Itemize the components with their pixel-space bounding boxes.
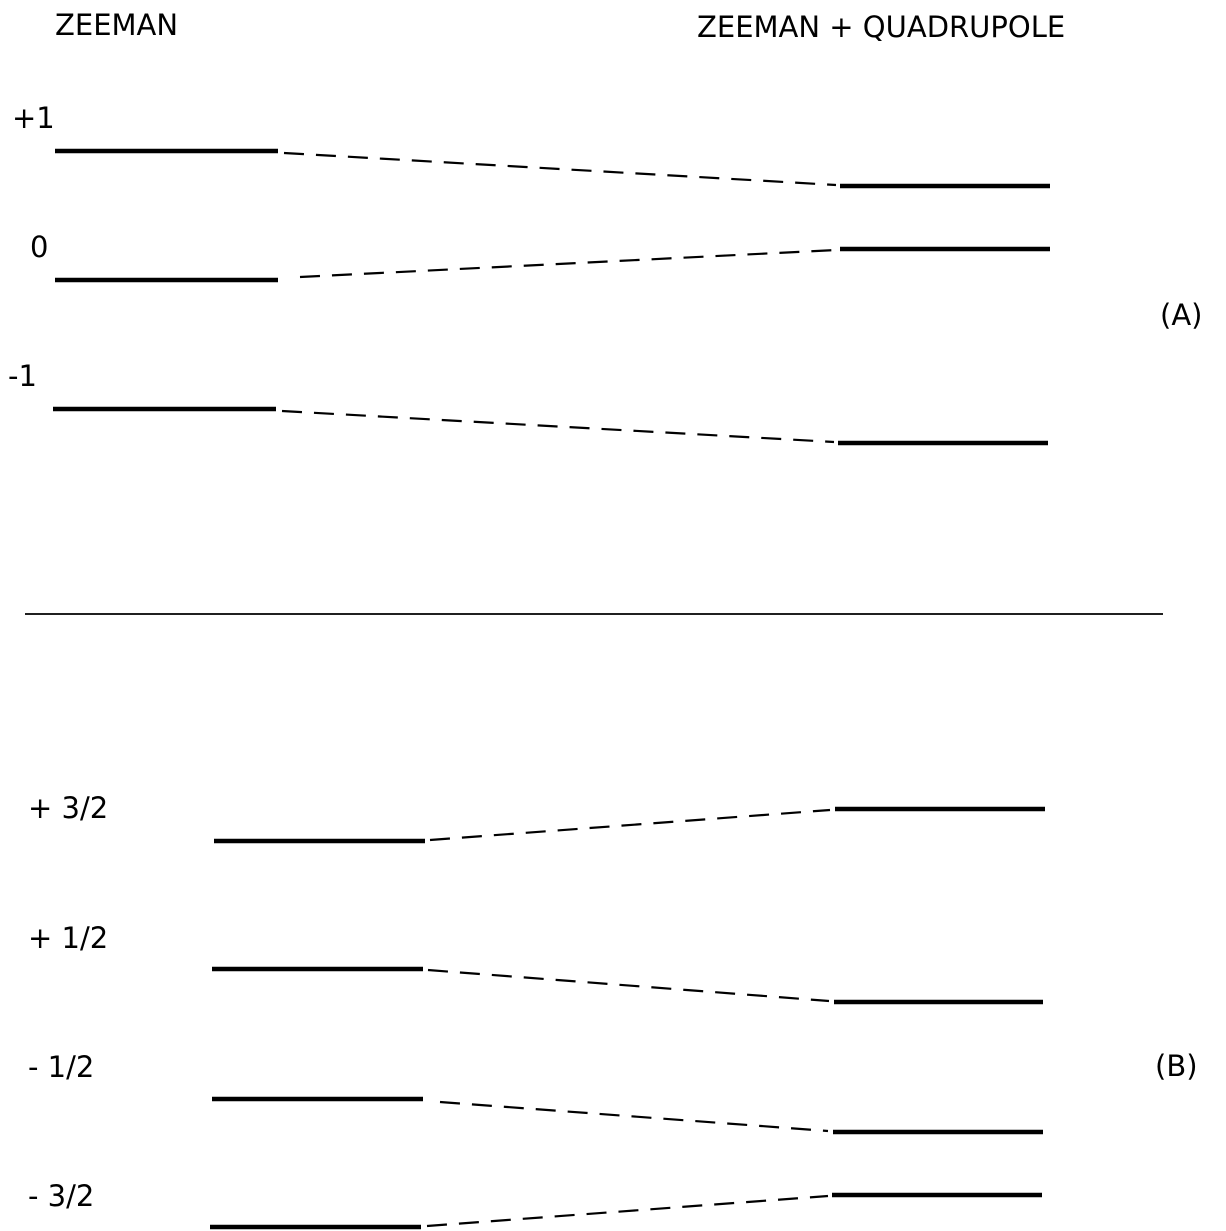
- connector-minus-3-2: [426, 1194, 829, 1228]
- header-zeeman: ZEEMAN: [55, 8, 178, 42]
- level-label-minus-3-2: - 3/2: [28, 1179, 94, 1213]
- panel-tag-a: (A): [1160, 298, 1202, 332]
- connector-plus-1-2: [427, 968, 830, 1003]
- connector-zero: [299, 248, 837, 279]
- level-label-minus-1: -1: [8, 359, 37, 393]
- header-zeeman-quadrupole: ZEEMAN + QUADRUPOLE: [697, 10, 1065, 44]
- level-label-plus-1-2: + 1/2: [28, 921, 108, 955]
- connector-plus-1: [283, 151, 837, 187]
- connector-plus-3-2: [429, 808, 831, 842]
- level-label-plus-3-2: + 3/2: [28, 791, 108, 825]
- level-label-plus-1: +1: [12, 101, 55, 135]
- connector-minus-1-2: [439, 1100, 829, 1133]
- level-label-zero: 0: [30, 230, 48, 264]
- level-label-minus-1-2: - 1/2: [28, 1050, 94, 1084]
- panel-tag-b: (B): [1155, 1049, 1198, 1083]
- connector-minus-1: [281, 409, 835, 444]
